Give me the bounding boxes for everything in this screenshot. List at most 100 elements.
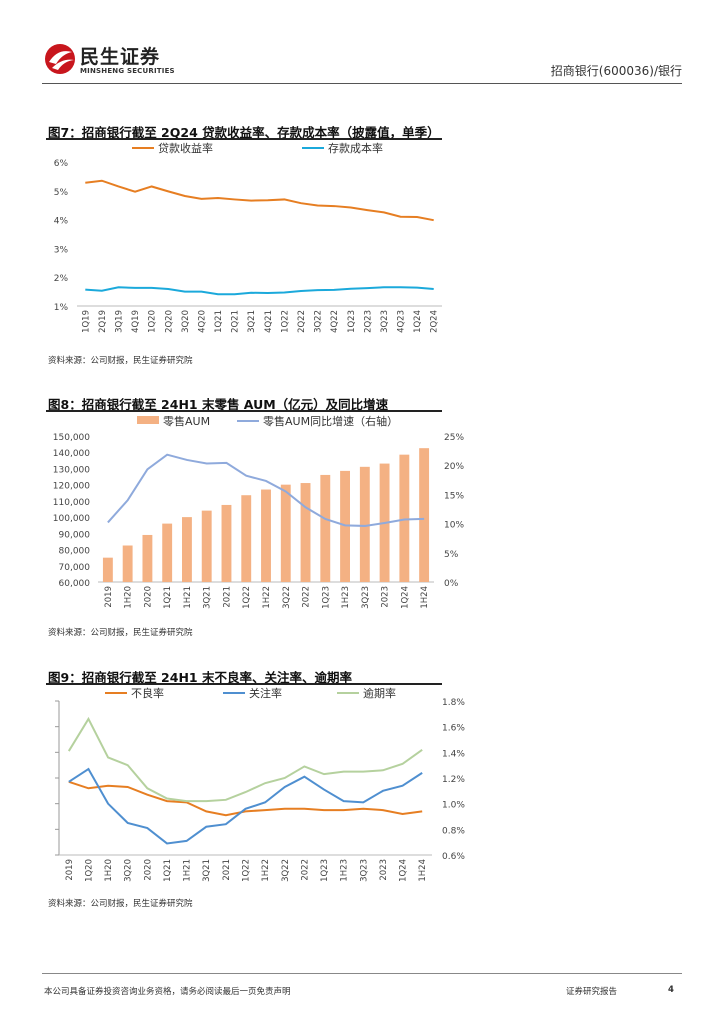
x-tick-label: 1H21	[183, 586, 193, 609]
y-right-tick-label: 20%	[444, 462, 464, 472]
y-tick-label: 3%	[54, 245, 69, 255]
legend-label-0: 不良率	[131, 686, 164, 700]
x-tick-label: 1Q24	[413, 310, 423, 333]
x-tick-label: 1Q24	[399, 859, 409, 882]
y-left-tick-label: 70,000	[59, 563, 91, 573]
figure-8-title: 图8：招商银行截至 24H1 末零售 AUM（亿元）及同比增速	[48, 397, 389, 412]
x-tick-label: 2019	[65, 859, 75, 881]
x-tick-label: 1Q19	[81, 310, 91, 333]
x-tick-label: 1Q20	[148, 310, 158, 333]
x-tick-label: 1Q23	[321, 586, 331, 609]
y-right-tick-label: 25%	[444, 433, 464, 443]
y-left-tick-label: 140,000	[53, 449, 90, 459]
x-tick-label: 4Q23	[397, 310, 407, 333]
legend-label-0: 贷款收益率	[158, 141, 213, 155]
x-tick-label: 2Q19	[98, 310, 108, 333]
growth-line	[107, 453, 425, 527]
figure-9-title: 图9：招商银行截至 24H1 末不良率、关注率、逾期率	[48, 670, 352, 685]
logo-en-text: MINSHENG SECURITIES	[80, 67, 175, 75]
x-tick-label: 3Q20	[124, 859, 134, 882]
x-tick-label: 2022	[302, 586, 312, 608]
x-tick-label: 2Q21	[231, 310, 241, 333]
footer-report-type: 证券研究报告	[566, 987, 618, 997]
y-left-tick-label: 90,000	[59, 530, 91, 540]
y-left-tick-label: 60,000	[59, 579, 91, 589]
y-tick-label: 6%	[54, 159, 69, 169]
logo: 民生证券 MINSHENG SECURITIES	[44, 40, 184, 80]
x-tick-label: 1H20	[104, 859, 114, 882]
aum-bar	[300, 483, 311, 582]
aum-bar	[320, 474, 331, 582]
aum-bar	[122, 545, 133, 582]
x-tick-label: 2019	[104, 586, 114, 608]
figure-9-title-rule	[46, 683, 442, 685]
aum-bar	[241, 495, 252, 582]
x-tick-label: 1H21	[183, 859, 193, 882]
series-line-1	[85, 286, 434, 296]
figure-7-chart: 贷款收益率 存款成本率 6% 5% 4% 3% 2% 1% 1Q19 2Q19 3Q19 4Q19 1Q…	[54, 141, 442, 333]
x-tick-label: 2021	[222, 586, 232, 608]
figure-8-source: 资料来源：公司财报，民生证券研究院	[48, 628, 193, 638]
logo-mark-icon	[45, 44, 75, 74]
aum-bar	[261, 489, 271, 582]
y-right-tick-label: 0%	[444, 579, 459, 589]
x-tick-label: 1Q22	[242, 859, 252, 882]
x-tick-label: 3Q21	[203, 586, 213, 609]
aum-bar	[399, 454, 410, 582]
x-tick-label: 1Q21	[163, 859, 173, 882]
series-line-2	[67, 716, 423, 803]
x-tick-label: 2023	[381, 586, 391, 608]
figure-7-title-rule	[46, 138, 442, 140]
y-left-tick-label: 110,000	[53, 498, 90, 508]
x-tick-label: 1H22	[262, 586, 272, 609]
legend-label-0: 零售AUM	[163, 414, 210, 428]
x-tick-label: 4Q20	[197, 310, 207, 333]
y-tick-label: 2%	[54, 274, 69, 284]
x-tick-label: 3Q19	[114, 310, 124, 333]
aum-bar	[201, 510, 212, 582]
y-right-tick-label: 1.6%	[442, 724, 465, 734]
figure-9-source: 资料来源：公司财报，民生证券研究院	[48, 899, 193, 909]
x-tick-label: 1Q21	[214, 310, 224, 333]
header-rule	[42, 83, 682, 84]
legend-label-2: 逾期率	[363, 686, 396, 700]
x-tick-label: 3Q22	[282, 586, 292, 609]
footer-disclaimer: 本公司具备证券投资咨询业务资格，请务必阅读最后一页免责声明	[44, 987, 291, 997]
legend-swatch-0	[137, 416, 159, 424]
footer-rule	[42, 973, 682, 974]
x-tick-label: 3Q22	[314, 310, 324, 333]
y-left-tick-label: 80,000	[59, 547, 91, 557]
y-right-tick-label: 0.6%	[442, 852, 465, 862]
x-tick-label: 4Q19	[131, 310, 141, 333]
x-tick-label: 3Q22	[281, 859, 291, 882]
y-left-tick-label: 100,000	[53, 514, 90, 524]
x-tick-label: 1H23	[340, 859, 350, 882]
aum-bar	[162, 523, 173, 582]
y-right-tick-label: 15%	[444, 491, 464, 501]
y-right-tick-label: 0.8%	[442, 826, 465, 836]
x-tick-label: 1Q21	[163, 586, 173, 609]
x-tick-label: 4Q22	[330, 310, 340, 333]
x-tick-label: 3Q21	[247, 310, 257, 333]
x-tick-label: 1H20	[124, 586, 134, 609]
y-tick-label: 5%	[54, 188, 69, 198]
x-tick-label: 3Q20	[181, 310, 191, 333]
series-line-1	[68, 767, 423, 845]
x-tick-label: 1Q20	[84, 859, 94, 882]
x-tick-label: 2Q22	[297, 310, 307, 333]
x-tick-label: 3Q23	[361, 586, 371, 609]
aum-bar	[359, 466, 370, 582]
x-tick-label: 2Q24	[430, 310, 440, 333]
x-tick-label: 3Q23	[359, 859, 369, 882]
x-tick-label: 1Q24	[400, 586, 410, 609]
x-tick-label: 2023	[379, 859, 389, 881]
x-tick-label: 2Q20	[164, 310, 174, 333]
figure-9-chart: 不良率 关注率 逾期率 1.8% 1.6% 1.4% 1.2% 1.0% 0.8% 0.6% 201…	[55, 686, 465, 882]
aum-bar	[102, 557, 113, 582]
y-right-tick-label: 1.8%	[442, 698, 465, 708]
aum-bar	[340, 470, 350, 582]
y-right-tick-label: 5%	[444, 550, 459, 560]
aum-bar	[280, 484, 291, 582]
header-stock-label: 招商银行(600036)/银行	[550, 64, 682, 78]
x-tick-label: 4Q21	[264, 310, 274, 333]
